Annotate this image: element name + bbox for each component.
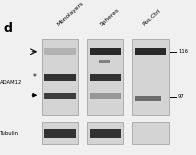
FancyBboxPatch shape — [90, 48, 121, 55]
Text: ADAM12: ADAM12 — [0, 80, 22, 86]
FancyBboxPatch shape — [44, 129, 76, 138]
FancyBboxPatch shape — [132, 122, 169, 144]
Text: Pos.Ctrl: Pos.Ctrl — [142, 8, 162, 27]
FancyBboxPatch shape — [132, 39, 169, 115]
FancyBboxPatch shape — [87, 122, 123, 144]
Text: *: * — [32, 73, 36, 82]
FancyBboxPatch shape — [135, 96, 162, 101]
FancyBboxPatch shape — [44, 48, 76, 55]
Text: Monolayers: Monolayers — [56, 0, 84, 27]
FancyBboxPatch shape — [44, 93, 76, 99]
FancyBboxPatch shape — [99, 60, 110, 63]
Text: Tubulin: Tubulin — [0, 131, 19, 136]
FancyBboxPatch shape — [44, 74, 76, 81]
FancyBboxPatch shape — [87, 39, 123, 115]
Text: 116: 116 — [178, 49, 188, 54]
FancyBboxPatch shape — [90, 93, 121, 99]
FancyBboxPatch shape — [135, 48, 166, 55]
FancyBboxPatch shape — [90, 74, 121, 81]
FancyBboxPatch shape — [42, 122, 78, 144]
FancyBboxPatch shape — [42, 39, 78, 115]
FancyBboxPatch shape — [90, 129, 121, 138]
Text: 97: 97 — [178, 94, 185, 99]
Text: Spheres: Spheres — [99, 7, 120, 27]
Text: d: d — [4, 22, 13, 35]
